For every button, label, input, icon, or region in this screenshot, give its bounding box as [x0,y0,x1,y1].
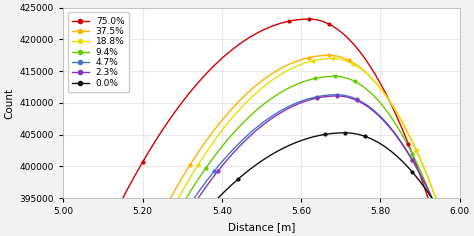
Y-axis label: Count: Count [4,87,14,118]
X-axis label: Distance [m]: Distance [m] [228,222,295,232]
Legend: 75.0%, 37.5%, 18.8%, 9.4%, 4.7%, 2.3%, 0.0%: 75.0%, 37.5%, 18.8%, 9.4%, 4.7%, 2.3%, 0… [68,12,129,92]
